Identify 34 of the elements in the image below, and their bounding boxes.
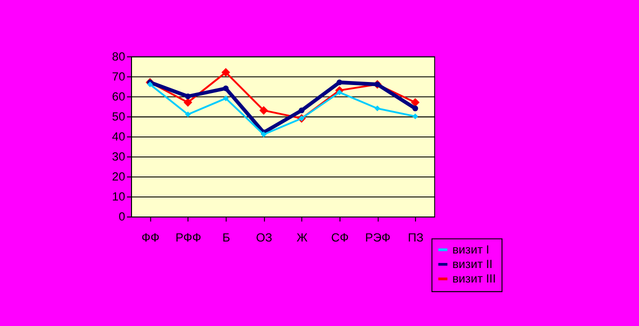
point xyxy=(185,112,191,118)
point xyxy=(336,80,342,86)
y-tick-label: 80 xyxy=(112,49,126,64)
y-tick-label: 40 xyxy=(112,130,126,144)
point xyxy=(412,106,418,112)
point xyxy=(184,98,192,107)
y-tick-label: 10 xyxy=(112,190,126,204)
x-tick-label: ФФ xyxy=(141,230,160,245)
point xyxy=(374,106,380,112)
point xyxy=(222,96,229,102)
legend-label: визит III xyxy=(452,272,496,286)
point xyxy=(222,86,229,92)
point xyxy=(185,94,191,100)
point xyxy=(259,106,268,115)
y-tick-label: 50 xyxy=(112,110,126,124)
legend-label: визит I xyxy=(452,242,490,256)
y-tick-label: 20 xyxy=(112,170,126,184)
x-tick-label: Ж xyxy=(296,230,308,245)
y-tick-label: 70 xyxy=(112,69,126,84)
y-tick-label: 60 xyxy=(112,89,126,104)
point xyxy=(412,114,418,120)
x-tick-label: ПЗ xyxy=(408,230,424,245)
legend-label: визит II xyxy=(452,256,493,271)
y-tick-label: 0 xyxy=(118,210,126,224)
x-tick-label: Б xyxy=(222,230,230,245)
x-tick-label: ОЗ xyxy=(256,230,272,245)
point xyxy=(221,68,230,77)
y-tick-label: 30 xyxy=(112,150,126,164)
x-tick-label: СФ xyxy=(331,230,349,245)
point xyxy=(298,108,304,114)
point xyxy=(336,90,342,96)
x-tick-label: РФФ xyxy=(175,230,202,245)
x-tick-label: РЭФ xyxy=(365,230,391,245)
point xyxy=(410,98,420,107)
